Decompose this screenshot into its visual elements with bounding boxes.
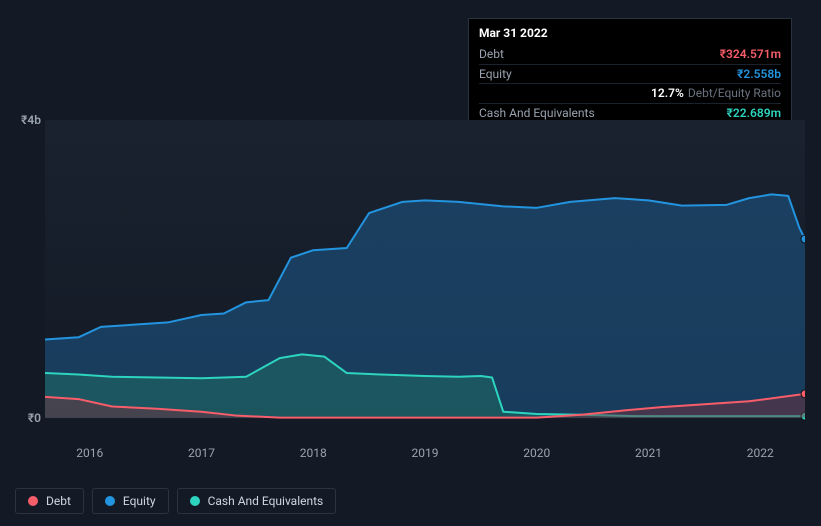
tooltip-row: Debt ₹324.571m (479, 45, 781, 65)
tooltip-label: Equity (479, 66, 512, 83)
legend: Debt Equity Cash And Equivalents (15, 488, 336, 514)
x-tick-label: 2018 (300, 446, 327, 460)
legend-item[interactable]: Debt (15, 488, 84, 514)
plot-area[interactable]: ₹4b₹0 (45, 120, 805, 440)
x-tick-label: 2020 (523, 446, 550, 460)
legend-label: Cash And Equivalents (208, 494, 324, 508)
legend-label: Equity (123, 494, 156, 508)
legend-swatch (190, 496, 200, 506)
y-tick-label: ₹0 (28, 411, 45, 425)
legend-swatch (28, 496, 38, 506)
tooltip-date: Mar 31 2022 (479, 25, 781, 45)
legend-label: Debt (46, 494, 71, 508)
chart-svg (45, 120, 805, 440)
legend-swatch (105, 496, 115, 506)
tooltip-value: 12.7%Debt/Equity Ratio (651, 85, 781, 102)
tooltip-value: ₹324.571m (720, 46, 781, 63)
x-tick-label: 2017 (188, 446, 215, 460)
x-tick-label: 2022 (747, 446, 774, 460)
x-tick-label: 2021 (635, 446, 662, 460)
tooltip-label: Debt (479, 46, 504, 63)
x-tick-label: 2019 (412, 446, 439, 460)
chart-tooltip: Mar 31 2022 Debt ₹324.571m Equity ₹2.558b 12… (468, 18, 792, 130)
x-axis: 2016 2017 2018 2019 2020 2021 2022 (45, 440, 805, 470)
legend-item[interactable]: Cash And Equivalents (177, 488, 337, 514)
x-tick-label: 2016 (76, 446, 103, 460)
debt-equity-chart: ₹4b₹0 2016 2017 2018 2019 2020 2021 2022 (15, 120, 805, 470)
y-tick-label: ₹4b (21, 113, 45, 127)
tooltip-row: Equity ₹2.558b (479, 65, 781, 85)
tooltip-row: 12.7%Debt/Equity Ratio (479, 84, 781, 104)
tooltip-rows: Debt ₹324.571m Equity ₹2.558b 12.7%Debt/Equi… (479, 45, 781, 123)
tooltip-value: ₹2.558b (737, 66, 781, 83)
legend-item[interactable]: Equity (92, 488, 169, 514)
